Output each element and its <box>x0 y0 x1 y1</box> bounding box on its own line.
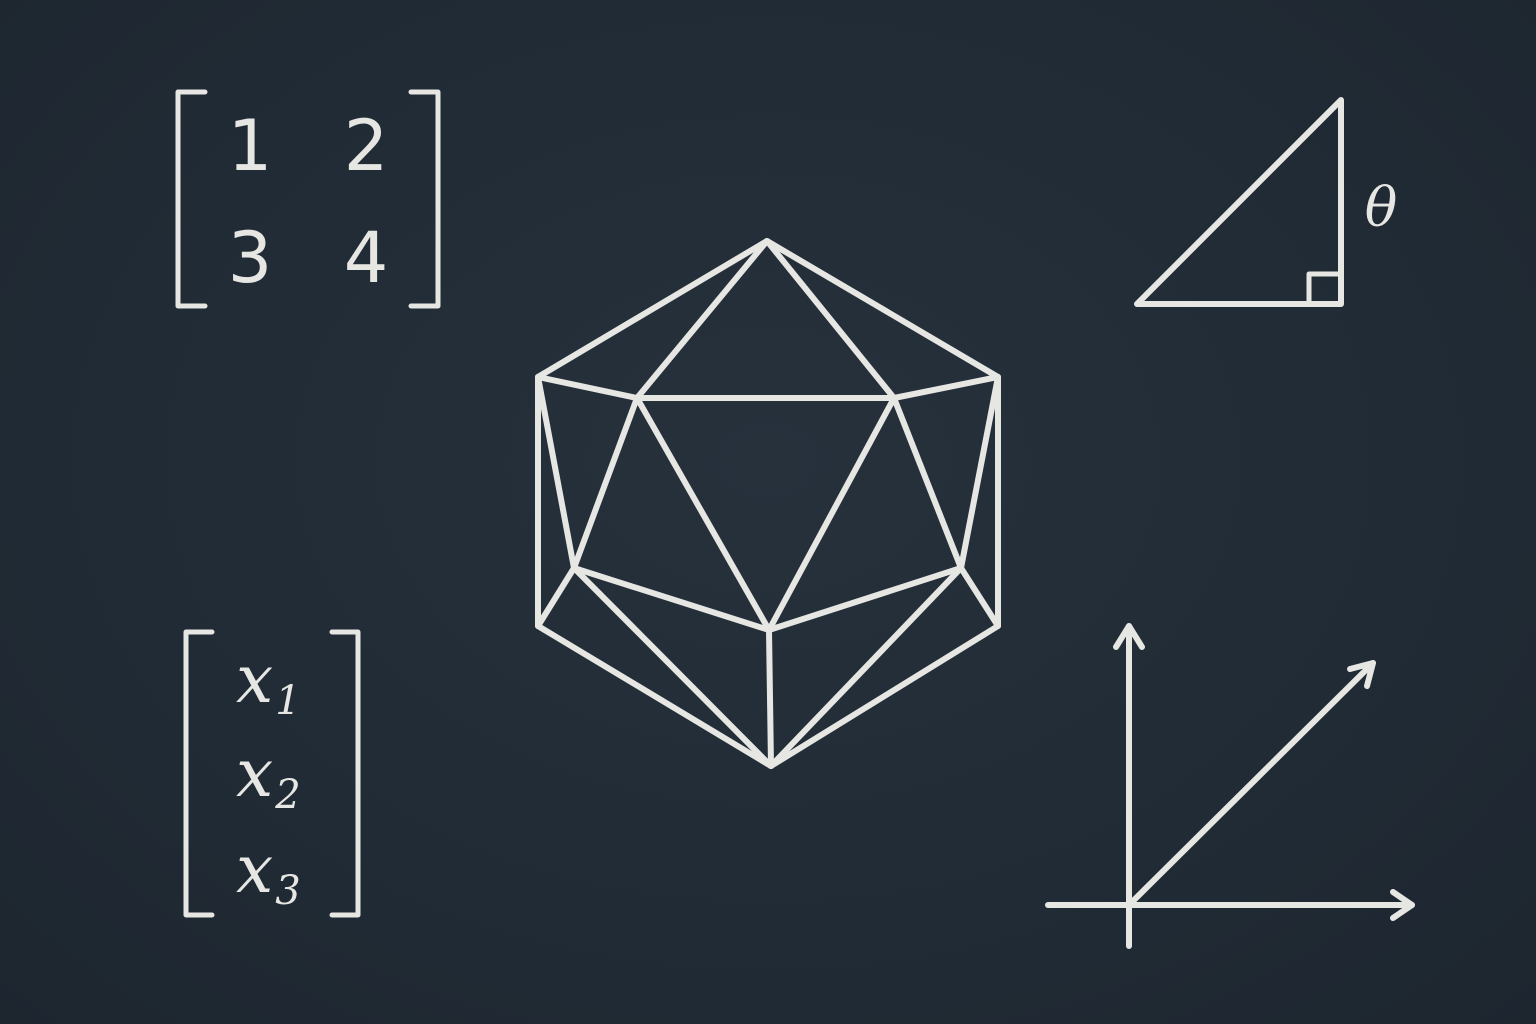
vector-entry-3: x3 <box>236 831 301 914</box>
icosahedron-edge-f <box>535 565 577 629</box>
icosahedron-edge-e <box>571 565 964 633</box>
icosahedron-edge-b <box>891 374 1001 401</box>
matrix-left-bracket <box>175 89 208 309</box>
diagonal-vector-arrowhead <box>1347 660 1376 689</box>
right-angle-marker <box>1306 271 1344 307</box>
icosahedron-center-face <box>634 395 897 633</box>
vector-left-bracket <box>183 629 215 918</box>
matrix-entry-21: 3 <box>228 217 273 299</box>
diagonal-vector <box>1126 660 1376 908</box>
vector-entry-1: x1 <box>236 641 301 724</box>
matrix-entry-12: 2 <box>344 105 389 187</box>
column-vector: x1 x2 x3 <box>183 629 361 918</box>
matrix-entry-11: 1 <box>228 105 273 187</box>
triangle-outline <box>1134 97 1344 307</box>
icosahedron-edge-i <box>768 565 964 769</box>
theta-label: θ <box>1365 176 1398 239</box>
icosahedron-edge-d <box>891 374 1001 571</box>
matrix-right-bracket <box>408 89 441 309</box>
right-triangle: θ <box>1134 97 1398 307</box>
vector-right-bracket <box>329 629 361 918</box>
vector-entry-2: x2 <box>236 735 301 818</box>
x-axis-arrowhead <box>1390 889 1415 921</box>
coordinate-axes <box>1045 623 1415 949</box>
icosahedron-top-face <box>634 238 897 401</box>
matrix-2x2: 1 2 3 4 <box>175 89 441 309</box>
icosahedron-edge-c <box>535 374 640 571</box>
icosahedron-edge-a <box>535 374 640 401</box>
matrix-entry-22: 4 <box>344 217 389 299</box>
icosahedron-edge-j <box>766 627 774 769</box>
icosahedron-edge-g <box>958 565 1001 629</box>
icosahedron-edge-h <box>571 565 774 769</box>
icosahedron-wireframe <box>535 238 1001 769</box>
y-axis-arrowhead <box>1113 623 1145 650</box>
